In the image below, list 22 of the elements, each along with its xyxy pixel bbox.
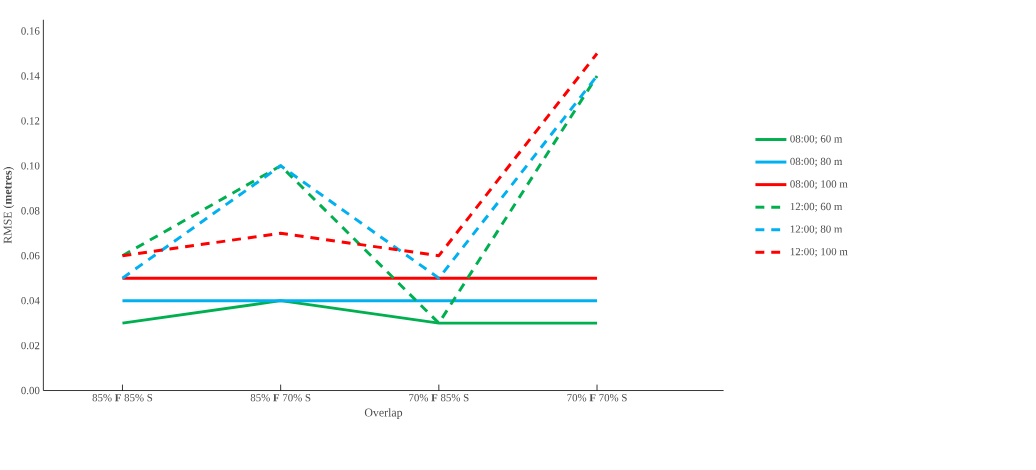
legend-label: 12:00; 100 m (790, 248, 848, 258)
y-tick-label: 0.10 (21, 162, 40, 170)
x-axis-title: Overlap (364, 408, 403, 420)
x-tick-label: 70% F 85% S (409, 394, 469, 402)
legend-label: 08:00; 100 m (790, 180, 848, 190)
legend-label: 08:00; 60 m (790, 135, 843, 145)
x-tick-label: 85% F 85% S (92, 394, 153, 402)
y-tick-label: 0.14 (21, 72, 40, 80)
y-tick-label: 0.06 (21, 252, 40, 260)
y-axis-title: RMSE (metres) (3, 167, 15, 244)
x-tick-label: 85% F 70% S (250, 394, 311, 402)
line-series (120, 74, 599, 325)
legend-label: 12:00; 80 m (790, 225, 843, 235)
legend-label: 08:00; 80 m (790, 157, 843, 167)
y-tick-label: 0.12 (21, 117, 40, 125)
x-tick-label: 70% F 70% S (567, 394, 627, 402)
y-tick-label: 0.04 (21, 297, 40, 305)
legend-label: 12:00; 60 m (790, 203, 843, 212)
y-tick-label: 0.16 (21, 27, 40, 35)
y-tick-label: 0.08 (21, 207, 40, 215)
y-tick-label: 0.00 (21, 387, 40, 395)
y-tick-label: 0.02 (21, 342, 40, 350)
